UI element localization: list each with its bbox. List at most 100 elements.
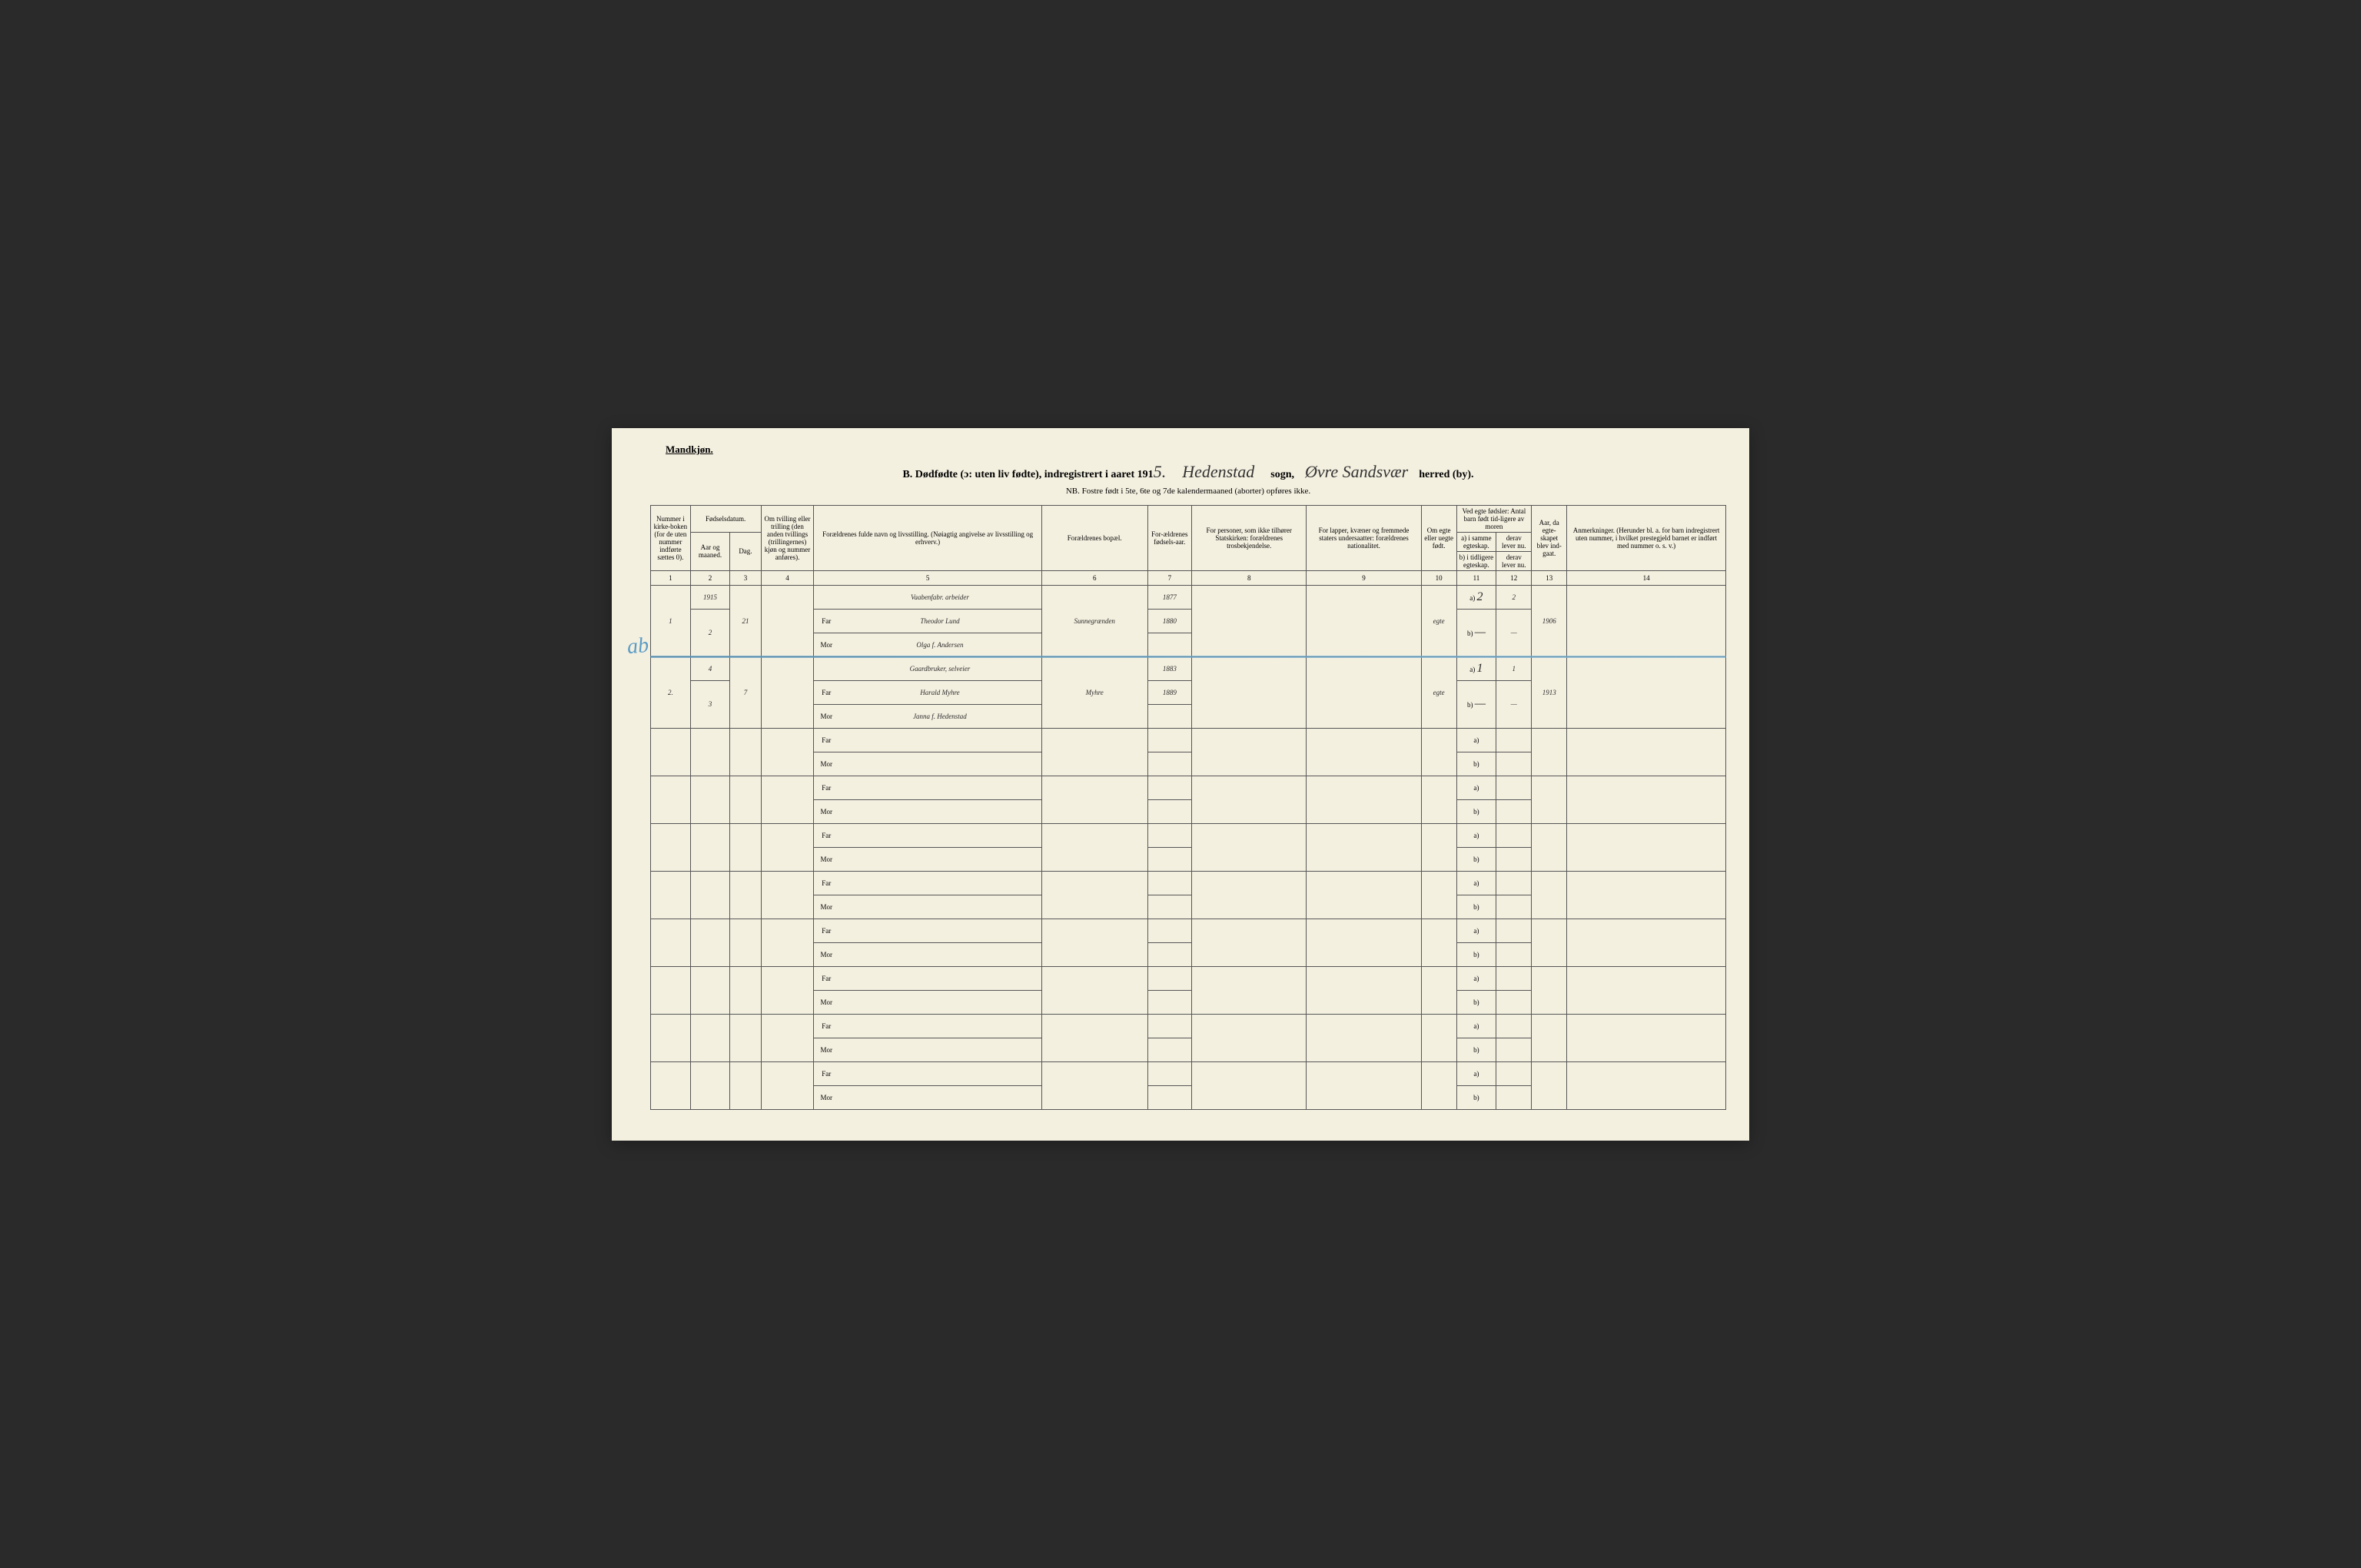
empty-far-name [838,871,1041,895]
empty-far-name [838,1061,1041,1085]
table-body: 1191521Vaabenfabr. arbeiderSunnegrænden1… [651,585,1726,1109]
empty-num [651,871,691,919]
empty-tros [1192,776,1307,823]
col-header-2b: Dag. [730,532,761,570]
egte-aar: 1913 [1532,656,1567,728]
empty-a-lever [1496,776,1532,799]
a-label: a) [1456,919,1496,942]
far-label: Far [814,728,838,752]
empty-twin [761,966,814,1014]
col-header-2a: Aar og maaned. [690,532,730,570]
column-number-row: 1 2 3 4 5 6 7 8 9 10 11 12 13 14 [651,570,1726,585]
empty-mor-year [1147,942,1191,966]
empty-a-lever [1496,1014,1532,1038]
b-label: b) [1456,895,1496,919]
colnum: 2 [690,570,730,585]
empty-nat [1307,1014,1421,1061]
mor-label: Mor [814,1038,838,1061]
mor-label: Mor [814,895,838,919]
col-header-6: For-ældrenes fødsels-aar. [1147,505,1191,570]
col-header-10a: a) i samme egteskap. [1456,532,1496,551]
empty-far-name [838,919,1041,942]
empty-ym [690,966,730,1014]
mor-name: Olga f. Andersen [838,633,1041,656]
empty-twin [761,728,814,776]
b-label: b) [1456,752,1496,776]
empty-tros [1192,1061,1307,1109]
ledger-page: ab Mandkjøn. B. Dødfødte (ɔ: uten liv fø… [612,428,1749,1141]
col-header-2-group: Fødselsdatum. [690,505,761,532]
colnum: 12 [1496,570,1532,585]
empty-egte [1421,728,1456,776]
blue-strike-line [650,656,1726,658]
empty-nat [1307,919,1421,966]
spacer [1147,704,1191,728]
empty-nat [1307,728,1421,776]
empty-bopael [1041,776,1147,823]
empty-mor-name [838,752,1041,776]
empty-a-lever [1496,871,1532,895]
empty-day [730,776,761,823]
sogn-handwritten: Hedenstad [1182,462,1254,481]
far-label: Far [814,966,838,990]
far-label: Far [814,1014,838,1038]
empty-day [730,1014,761,1061]
col-header-8: For lapper, kvæner og fremmede staters u… [1307,505,1421,570]
empty-egte [1421,823,1456,871]
empty-twin [761,871,814,919]
empty-tros [1192,966,1307,1014]
mor-year: 1889 [1147,680,1191,704]
empty-bopael [1041,728,1147,776]
mor-label: Mor [814,799,838,823]
col-header-10-group: Ved egte fødsler: Antal barn født tid-li… [1456,505,1532,532]
bopael: Sunnegrænden [1041,585,1147,656]
empty-far-name [838,728,1041,752]
empty-num [651,1014,691,1061]
colnum: 4 [761,570,814,585]
empty-anm [1567,1061,1726,1109]
b-label: b) — [1456,680,1496,728]
egte: egte [1421,656,1456,728]
empty-day [730,823,761,871]
empty-egte-aar [1532,966,1567,1014]
empty-b-lever [1496,799,1532,823]
empty-mor-year [1147,799,1191,823]
empty-egte [1421,1061,1456,1109]
empty-egte-aar [1532,823,1567,871]
colnum: 10 [1421,570,1456,585]
empty-mor-name [838,799,1041,823]
empty-anm [1567,728,1726,776]
occupation-spacer [814,656,838,680]
sogn-label: sogn, [1270,469,1294,480]
nat-cell [1307,656,1421,728]
mor-label: Mor [814,1085,838,1109]
a-lever: 1 [1496,656,1532,680]
mor-label: Mor [814,847,838,871]
empty-ym [690,1061,730,1109]
empty-twin [761,919,814,966]
empty-mor-name [838,942,1041,966]
occupation: Vaabenfabr. arbeider [838,585,1041,609]
empty-num [651,966,691,1014]
col-header-10b: derav lever nu. [1496,532,1532,551]
egte: egte [1421,585,1456,656]
colnum: 7 [1147,570,1191,585]
empty-bopael [1041,1014,1147,1061]
far-year: 1883 [1147,656,1191,680]
empty-mor-name [838,895,1041,919]
b-label: b) [1456,1085,1496,1109]
b-lever: — [1496,609,1532,656]
empty-day [730,871,761,919]
empty-nat [1307,871,1421,919]
twin-cell [761,656,814,728]
empty-b-lever [1496,1085,1532,1109]
entry-number: 2. [651,656,691,728]
colnum: 6 [1041,570,1147,585]
year-month: 2 [690,609,730,656]
b-label: b) [1456,1038,1496,1061]
empty-bopael [1041,871,1147,919]
col-header-12: Anmerkninger. (Herunder bl. a. for barn … [1567,505,1726,570]
empty-anm [1567,966,1726,1014]
a-lever: 2 [1496,585,1532,609]
empty-ym [690,871,730,919]
